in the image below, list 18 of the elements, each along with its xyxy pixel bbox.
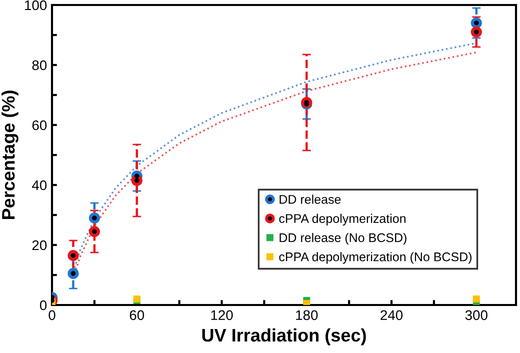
x-tick-label: 180 — [296, 310, 318, 320]
y-tick-label: 100 — [25, 0, 47, 10]
legend-label: cPPA depolymerization (No BCSD) — [279, 252, 472, 264]
y-tick-label: 60 — [32, 120, 47, 130]
x-tick-label: 240 — [380, 310, 403, 320]
y-tick-label: 40 — [32, 180, 47, 190]
x-tick-label: 60 — [130, 310, 144, 320]
legend-label: DD release (No BCSD) — [280, 232, 406, 245]
legend-label: DD release — [280, 194, 341, 204]
x-tick-label: 300 — [465, 310, 488, 320]
x-axis-title: UV Irradiation (sec) — [202, 328, 366, 346]
x-tick-label: 120 — [211, 310, 233, 320]
y-axis-title: Percentage (%) — [2, 90, 18, 220]
y-tick-label: 20 — [32, 240, 47, 250]
legend-label: cPPA depolymerization — [279, 214, 406, 226]
x-tick-label: 0 — [48, 310, 56, 320]
y-tick-label: 0 — [40, 300, 47, 310]
y-tick-label: 80 — [32, 60, 47, 70]
